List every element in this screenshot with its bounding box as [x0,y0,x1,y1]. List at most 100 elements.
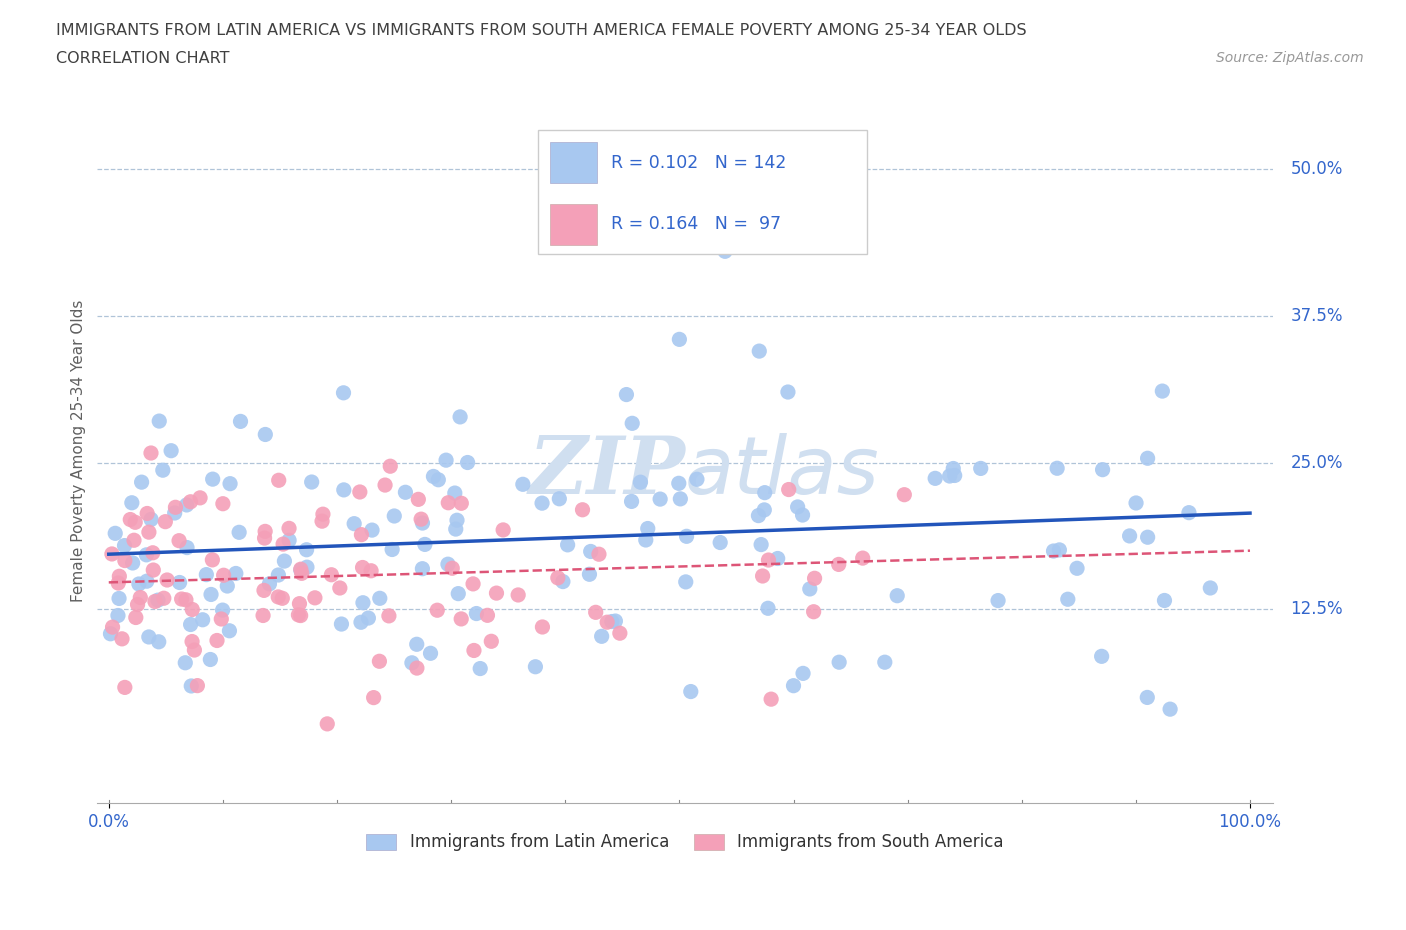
Point [411,562,433,577]
Point [169,575,191,590]
Point [751,568,773,583]
Point [368,591,391,605]
Point [578,567,600,582]
Point [1056,591,1078,606]
Point [312,507,335,522]
Point [893,487,915,502]
Point [828,655,851,670]
Point [135,548,157,563]
Point [201,552,224,567]
Point [621,416,644,431]
Point [551,574,574,589]
Point [446,512,468,527]
Point [311,513,333,528]
Point [125,610,148,625]
Point [434,453,457,468]
Point [107,576,129,591]
Point [1042,544,1064,559]
Point [450,496,472,511]
Point [512,477,534,492]
Point [803,604,825,619]
Point [163,506,186,521]
Point [401,656,423,671]
Point [405,637,427,652]
Point [457,455,479,470]
Point [209,612,232,627]
Point [828,557,851,572]
Point [419,645,441,660]
Point [650,492,672,507]
Point [201,472,224,486]
Text: ZIP: ZIP [529,433,685,511]
Point [142,563,165,578]
Point [548,491,571,506]
Point [408,492,430,507]
Point [1136,690,1159,705]
Point [679,684,702,699]
Point [437,557,460,572]
Text: atlas: atlas [685,433,880,511]
Point [1091,649,1114,664]
Point [120,512,142,527]
Point [267,472,290,487]
Point [273,553,295,568]
Point [427,472,450,487]
Point [747,508,769,523]
Point [259,577,281,591]
Point [803,571,825,586]
Point [254,427,277,442]
Point [316,716,339,731]
Point [252,608,274,623]
Point [225,566,247,581]
Point [987,593,1010,608]
Point [1199,580,1222,595]
Point [107,608,129,623]
Point [524,659,547,674]
Point [1046,461,1069,476]
FancyBboxPatch shape [550,142,598,183]
Text: IMMIGRANTS FROM LATIN AMERICA VS IMMIGRANTS FROM SOUTH AMERICA FEMALE POVERTY AM: IMMIGRANTS FROM LATIN AMERICA VS IMMIGRA… [56,23,1026,38]
Point [714,244,737,259]
Point [253,583,276,598]
Point [349,485,371,499]
Point [212,568,235,583]
Point [675,575,697,590]
Point [138,630,160,644]
Text: R = 0.164   N =  97: R = 0.164 N = 97 [612,215,782,233]
Point [181,602,204,617]
Point [585,604,607,619]
Point [124,515,146,530]
Point [443,485,465,500]
Point [183,643,205,658]
Point [136,506,159,521]
Point [634,533,657,548]
Y-axis label: Female Poverty Among 25-34 Year Olds: Female Poverty Among 25-34 Year Olds [72,299,86,602]
Point [450,611,472,626]
Point [170,591,193,606]
Point [205,633,228,648]
Point [101,619,124,634]
Point [363,690,385,705]
Point [111,631,134,646]
Point [333,483,356,498]
Point [758,552,780,567]
Point [146,592,169,607]
Point [139,512,162,527]
Point [1152,384,1174,399]
Point [406,660,429,675]
Point [357,611,380,626]
Point [228,525,250,539]
Point [943,468,966,483]
Text: R = 0.102   N = 142: R = 0.102 N = 142 [612,153,786,172]
Point [470,661,492,676]
Point [165,499,187,514]
Point [361,523,384,538]
Point [114,680,136,695]
Point [212,497,235,512]
Point [766,551,789,566]
Point [630,474,652,489]
Point [127,597,149,612]
Point [191,612,214,627]
FancyBboxPatch shape [550,204,598,245]
Point [350,615,373,630]
